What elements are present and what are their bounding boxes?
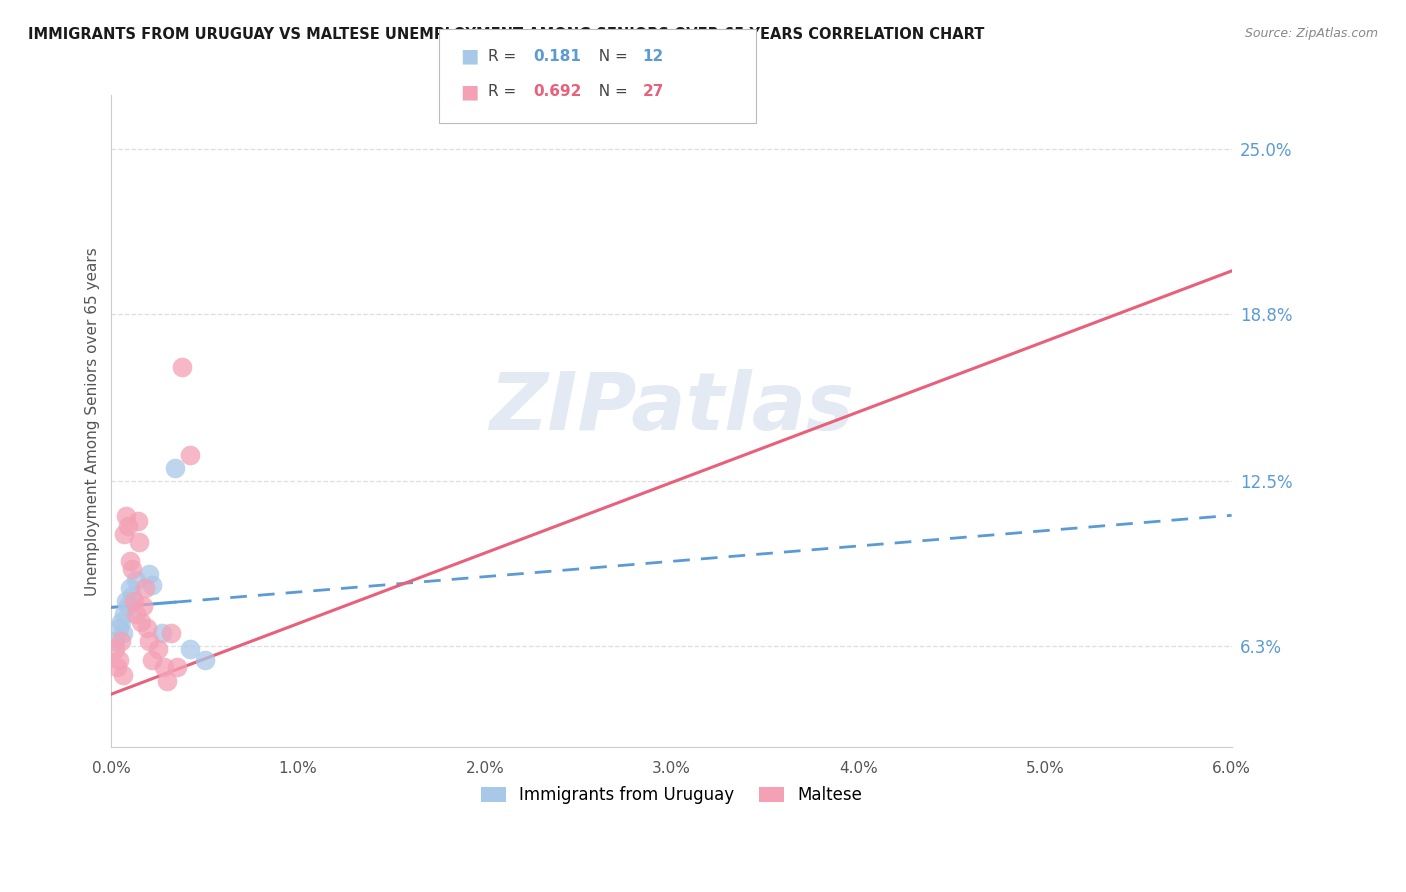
- Text: IMMIGRANTS FROM URUGUAY VS MALTESE UNEMPLOYMENT AMONG SENIORS OVER 65 YEARS CORR: IMMIGRANTS FROM URUGUAY VS MALTESE UNEMP…: [28, 27, 984, 42]
- Text: N =: N =: [589, 49, 633, 63]
- Point: [110, 633, 132, 648]
- Text: ■: ■: [460, 46, 478, 66]
- Point: [108, 621, 131, 635]
- Point: [105, 660, 128, 674]
- Point: [179, 641, 201, 656]
- Point: [114, 607, 136, 622]
- Point: [141, 578, 163, 592]
- Point: [114, 527, 136, 541]
- Point: [104, 641, 127, 656]
- Text: N =: N =: [589, 85, 633, 99]
- Point: [108, 652, 131, 666]
- Text: ZIPatlas: ZIPatlas: [489, 369, 853, 447]
- Point: [163, 461, 186, 475]
- Point: [156, 673, 179, 688]
- Text: R =: R =: [488, 85, 522, 99]
- Point: [132, 599, 155, 614]
- Point: [120, 581, 142, 595]
- Point: [125, 607, 148, 622]
- Point: [125, 573, 148, 587]
- Point: [194, 652, 217, 666]
- Text: 0.692: 0.692: [533, 85, 581, 99]
- Text: 12: 12: [643, 49, 664, 63]
- Point: [111, 668, 134, 682]
- Point: [120, 554, 142, 568]
- Point: [128, 535, 150, 549]
- Legend: Immigrants from Uruguay, Maltese: Immigrants from Uruguay, Maltese: [474, 780, 869, 811]
- Point: [152, 660, 174, 674]
- Point: [150, 626, 173, 640]
- Point: [146, 641, 169, 656]
- Point: [122, 594, 145, 608]
- Text: R =: R =: [488, 49, 522, 63]
- Point: [110, 615, 132, 630]
- Point: [115, 508, 138, 523]
- Point: [160, 626, 183, 640]
- Point: [117, 519, 139, 533]
- Point: [172, 359, 194, 374]
- Text: Source: ZipAtlas.com: Source: ZipAtlas.com: [1244, 27, 1378, 40]
- Point: [121, 562, 143, 576]
- Point: [134, 581, 156, 595]
- Point: [179, 448, 201, 462]
- Point: [117, 599, 139, 614]
- Point: [135, 621, 157, 635]
- Point: [141, 652, 163, 666]
- Point: [138, 567, 160, 582]
- Point: [111, 626, 134, 640]
- Point: [129, 615, 152, 630]
- Text: ■: ■: [460, 82, 478, 102]
- Text: 27: 27: [643, 85, 664, 99]
- Point: [166, 660, 188, 674]
- Point: [121, 589, 143, 603]
- Point: [104, 633, 127, 648]
- Text: 0.181: 0.181: [533, 49, 581, 63]
- Point: [115, 594, 138, 608]
- Point: [127, 514, 149, 528]
- Point: [138, 633, 160, 648]
- Y-axis label: Unemployment Among Seniors over 65 years: Unemployment Among Seniors over 65 years: [86, 247, 100, 596]
